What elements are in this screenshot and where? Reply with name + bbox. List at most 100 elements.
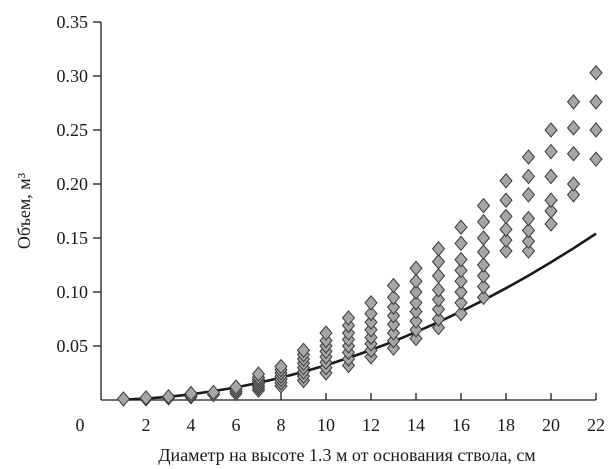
data-point — [521, 149, 536, 165]
y-axis-title: Объем, м³ — [14, 172, 34, 249]
data-point — [409, 260, 423, 277]
data-point — [476, 197, 491, 214]
data-point — [431, 319, 446, 336]
data-point — [454, 235, 468, 252]
data-point — [364, 305, 378, 322]
data-point — [589, 94, 603, 110]
x-tick-label: 0 — [76, 415, 85, 435]
data-point — [476, 278, 491, 295]
data-point — [521, 233, 536, 250]
data-point — [566, 120, 581, 136]
data-point — [409, 313, 423, 329]
data-point — [364, 314, 378, 331]
fit-curve-group — [123, 232, 597, 401]
data-point — [386, 299, 401, 315]
x-tick-label: 22 — [587, 415, 605, 435]
data-point — [589, 151, 603, 167]
data-point — [431, 291, 446, 308]
data-point — [409, 284, 423, 300]
x-tick-label: 8 — [277, 415, 286, 435]
data-point — [499, 208, 513, 225]
data-point — [431, 282, 446, 298]
x-tick-label: 2 — [142, 415, 151, 435]
data-point — [431, 253, 446, 270]
data-point — [521, 222, 536, 239]
y-tick-label: 0.05 — [57, 336, 89, 356]
data-point — [566, 187, 581, 203]
data-point — [589, 122, 603, 138]
data-point — [499, 192, 513, 208]
data-point — [454, 251, 468, 268]
data-point — [409, 295, 423, 311]
data-point — [454, 262, 468, 279]
data-point — [454, 284, 468, 300]
y-axis: 0.05 0.10 0.15 0.20 0.25 0.30 0.35 — [57, 12, 102, 400]
data-point — [499, 172, 513, 189]
data-point — [521, 243, 536, 259]
data-point — [409, 322, 423, 338]
data-point — [319, 325, 333, 341]
data-point — [544, 143, 558, 160]
data-point — [409, 303, 423, 320]
x-axis-title: Диаметр на высоте 1.3 м от основания ств… — [158, 445, 535, 465]
x-tick-label: 14 — [407, 415, 425, 435]
data-point — [386, 277, 401, 294]
data-point — [544, 216, 558, 232]
data-point — [274, 358, 288, 375]
x-tick-label: 18 — [497, 415, 515, 435]
data-point — [364, 295, 378, 311]
data-point — [589, 64, 603, 81]
data-point — [499, 221, 513, 238]
data-points-group — [116, 64, 603, 407]
data-point — [386, 325, 401, 341]
data-point — [386, 289, 401, 306]
data-point — [251, 366, 266, 382]
x-tick-label: 12 — [362, 415, 380, 435]
x-tick-label: 4 — [187, 415, 196, 435]
y-tick-label: 0.20 — [57, 174, 89, 194]
data-point — [521, 210, 536, 227]
data-point — [431, 241, 446, 257]
data-point — [476, 214, 491, 230]
data-point — [409, 330, 423, 347]
data-point — [499, 232, 513, 248]
data-point — [476, 289, 491, 306]
data-point — [386, 307, 401, 324]
data-point — [296, 342, 311, 359]
data-point — [454, 273, 468, 289]
data-point — [499, 243, 513, 259]
y-tick-label: 0.35 — [57, 12, 89, 32]
data-point — [566, 145, 581, 162]
data-point — [184, 385, 198, 402]
data-point — [544, 168, 558, 185]
data-point — [386, 316, 401, 333]
x-tick-label: 20 — [542, 415, 560, 435]
x-tick-label: 6 — [232, 415, 241, 435]
data-point — [566, 94, 581, 110]
data-point — [409, 273, 423, 289]
data-point — [544, 203, 558, 219]
data-point — [454, 305, 468, 322]
data-point — [566, 176, 581, 192]
fit-curve — [123, 232, 597, 401]
data-point — [521, 187, 536, 203]
data-point — [476, 268, 491, 284]
x-tick-label: 16 — [452, 415, 470, 435]
data-point — [476, 257, 491, 273]
x-axis: 0 2 4 6 8 10 12 14 16 18 20 22 — [76, 393, 605, 435]
data-point — [206, 384, 221, 401]
y-tick-label: 0.15 — [57, 228, 89, 248]
y-tick-label: 0.30 — [57, 66, 89, 86]
data-point — [116, 391, 131, 407]
data-point — [521, 168, 536, 185]
data-point — [431, 301, 446, 318]
data-point — [431, 311, 446, 327]
data-point — [161, 388, 176, 405]
data-point — [476, 244, 491, 260]
data-point — [454, 219, 468, 235]
x-tick-label: 10 — [317, 415, 335, 435]
data-point — [544, 122, 558, 138]
y-tick-label: 0.10 — [57, 282, 89, 302]
data-point — [229, 379, 243, 395]
